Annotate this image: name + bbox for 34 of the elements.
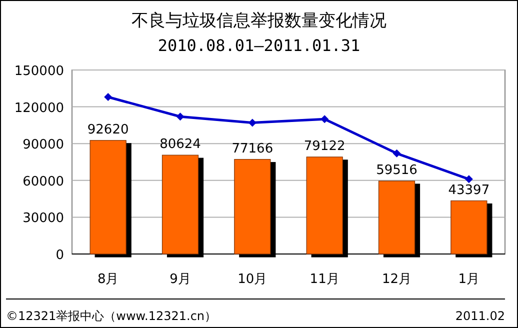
bar xyxy=(450,200,488,254)
y-tick-label: 120000 xyxy=(14,100,64,116)
data-label: 92620 xyxy=(87,122,129,138)
data-label: 59516 xyxy=(376,162,418,178)
x-tick-label: 12月 xyxy=(382,272,412,287)
data-label: 79122 xyxy=(304,138,346,154)
y-tick-label: 0 xyxy=(56,248,64,263)
point xyxy=(176,112,184,121)
chart-subtitle: 2010.08.01—2011.01.31 xyxy=(158,36,360,55)
bar xyxy=(378,180,416,254)
point xyxy=(464,175,473,184)
x-tick-label: 1月 xyxy=(458,272,480,287)
chart-title: 不良与垃圾信息举报数量变化情况 xyxy=(132,11,386,31)
y-tick-label: 90000 xyxy=(22,138,64,153)
data-label: 43397 xyxy=(448,182,490,198)
data-label: 77166 xyxy=(232,141,274,156)
x-tick-label: 10月 xyxy=(238,272,268,287)
point xyxy=(248,118,256,127)
text: 2011.02 xyxy=(455,309,505,323)
point xyxy=(320,115,329,124)
bar xyxy=(162,154,199,254)
x-tick-label: 11月 xyxy=(310,272,340,287)
x-tick-label: 8月 xyxy=(97,272,119,287)
y-tick-label: 150000 xyxy=(14,64,64,79)
bar xyxy=(90,140,126,254)
data-label: 80624 xyxy=(160,137,201,152)
bar xyxy=(234,159,271,254)
point xyxy=(104,92,112,101)
bar xyxy=(306,156,343,254)
y-tick-label: 60000 xyxy=(22,174,64,190)
x-tick-label: 9月 xyxy=(170,272,191,287)
text: ©12321举报中心（www.12321.cn） xyxy=(6,309,217,323)
y-tick-label: 30000 xyxy=(22,211,64,226)
point xyxy=(392,149,401,158)
